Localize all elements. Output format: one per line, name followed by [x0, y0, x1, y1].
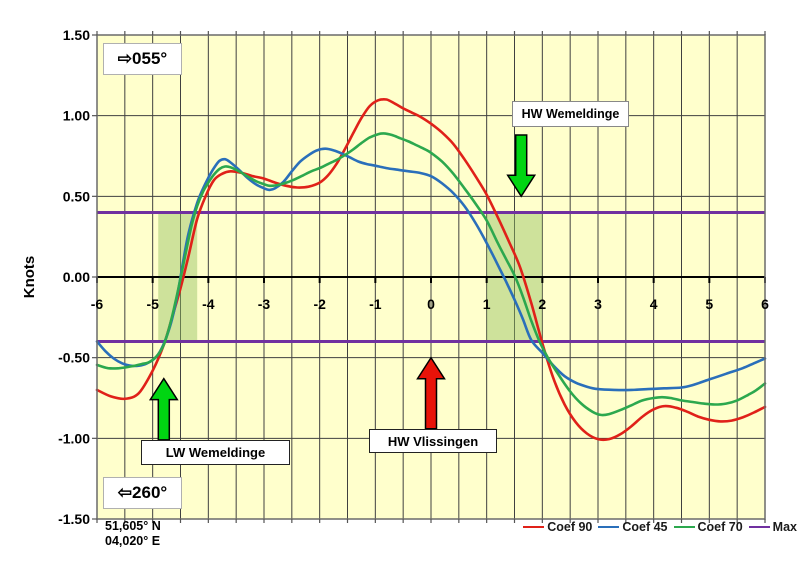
- x-tick-label: -3: [258, 296, 271, 312]
- y-tick-label: -0.50: [58, 350, 90, 366]
- x-tick-label: 6: [761, 296, 769, 312]
- lw-wemeldinge-box: LW Wemeldinge: [141, 440, 290, 465]
- y-tick-label: -1.00: [58, 430, 90, 446]
- y-tick-label: 0.00: [63, 269, 90, 285]
- x-tick-label: 4: [650, 296, 658, 312]
- ebb-direction-box: ⇦260°: [103, 477, 182, 509]
- legend-swatch: [748, 526, 770, 528]
- legend-item-coef-70: Coef 70: [673, 520, 743, 534]
- x-tick-label: -5: [146, 296, 159, 312]
- x-tick-label: -6: [91, 296, 104, 312]
- longitude-text: 04,020° E: [105, 534, 161, 548]
- x-tick-label: -4: [202, 296, 215, 312]
- legend-label: Coef 90: [547, 520, 593, 534]
- chart-legend: Coef 90 Coef 45 Coef 70 Max: [523, 520, 797, 534]
- legend-swatch: [598, 526, 620, 528]
- legend-label: Max: [772, 520, 797, 534]
- lw-wemeldinge-arrow: [148, 377, 179, 441]
- y-tick-label: 0.50: [63, 188, 90, 204]
- x-tick-label: 5: [705, 296, 713, 312]
- legend-swatch: [523, 526, 545, 528]
- y-tick-label: 1.50: [63, 27, 90, 43]
- legend-swatch: [673, 526, 695, 528]
- coordinates: 51,605° N 04,020° E: [105, 519, 161, 549]
- series-line-coef-90: [95, 97, 767, 442]
- latitude-text: 51,605° N: [105, 519, 161, 533]
- legend-item-max: Max: [748, 520, 797, 534]
- y-tick-label: -1.50: [58, 511, 90, 527]
- x-tick-label: 1: [483, 296, 491, 312]
- legend-label: Coef 45: [622, 520, 668, 534]
- legend-label: Coef 70: [697, 520, 743, 534]
- hw-vlissingen-arrow: [416, 356, 446, 430]
- x-tick-label: -1: [369, 296, 382, 312]
- legend-item-coef-45: Coef 45: [598, 520, 668, 534]
- y-axis-title: Knots: [21, 256, 38, 299]
- x-tick-label: 0: [427, 296, 435, 312]
- x-tick-label: 3: [594, 296, 602, 312]
- x-tick-label: 2: [538, 296, 546, 312]
- legend-item-coef-90: Coef 90: [523, 520, 592, 534]
- flood-direction-box: ⇨055°: [103, 43, 182, 75]
- x-tick-label: -2: [313, 296, 326, 312]
- hw-vlissingen-box: HW Vlissingen: [369, 429, 497, 453]
- y-tick-label: 1.00: [63, 108, 90, 124]
- hw-wemeldinge-box: HW Wemeldinge: [512, 101, 629, 127]
- series-line-coef-70: [95, 132, 767, 417]
- hw-wemeldinge-arrow: [506, 134, 537, 198]
